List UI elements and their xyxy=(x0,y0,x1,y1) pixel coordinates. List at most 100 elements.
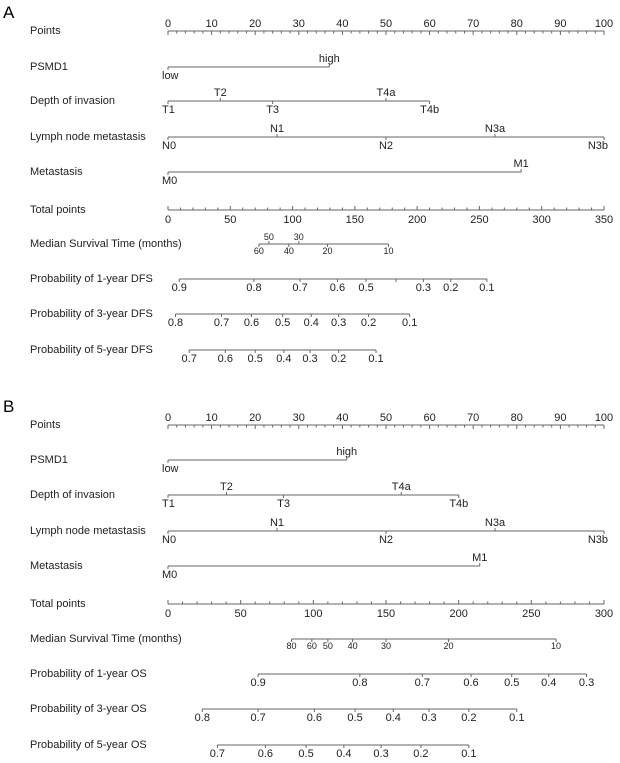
row-label: Metastasis xyxy=(30,166,83,178)
level-label: T4a xyxy=(377,87,397,99)
scale-label: 0.4 xyxy=(386,712,401,724)
row-label: Total points xyxy=(30,204,86,216)
nomogram-row-points: Points 0 10 20 30 40 50 60 70 80 90 100 xyxy=(30,18,613,37)
tick-label: 50 xyxy=(224,214,236,226)
level-label: N3b xyxy=(588,140,608,152)
tick-label: 90 xyxy=(554,18,566,30)
tick-label: 50 xyxy=(380,18,392,30)
scale-label: 0.9 xyxy=(250,677,265,689)
tick-label: 100 xyxy=(595,18,613,30)
scale-label: 0.4 xyxy=(336,748,351,760)
scale-label: 40 xyxy=(348,641,358,651)
scale-label: 0.8 xyxy=(352,677,367,689)
scale-label: 0.7 xyxy=(250,712,265,724)
scale-label: 40 xyxy=(284,246,294,256)
scale-label: 20 xyxy=(443,641,453,651)
level-label: N3a xyxy=(485,123,506,135)
row-label: Probability of 1-year DFS xyxy=(30,273,153,285)
scale-label: 0.7 xyxy=(210,748,225,760)
level-label: low xyxy=(162,463,179,475)
row-label: Probability of 5-year OS xyxy=(30,739,147,751)
level-label: M1 xyxy=(472,552,487,564)
tick-label: 70 xyxy=(467,18,479,30)
tick-label: 80 xyxy=(511,412,523,424)
row-label: Median Survival Time (months) xyxy=(30,633,182,645)
nomogram-row-probability-of-1-year-os: Probability of 1-year OS 0.9 0.8 0.7 0.6 0.5 0… xyxy=(30,668,594,689)
scale-label: 0.8 xyxy=(246,282,261,294)
scale-label: 0.1 xyxy=(402,317,417,329)
scale-label: 0.7 xyxy=(182,353,197,365)
nomogram-row-depth-of-invasion: Depth of invasion T1 T2 T3 T4a T4b xyxy=(30,87,439,116)
scale-label: 0.8 xyxy=(195,712,210,724)
nomogram-row-metastasis: Metastasis M0 M1 xyxy=(30,552,487,581)
level-label: M1 xyxy=(514,158,529,170)
tick-label: 300 xyxy=(595,608,613,620)
scale-label: 0.6 xyxy=(258,748,273,760)
tick-label: 150 xyxy=(346,214,364,226)
level-label: high xyxy=(336,446,357,458)
level-label: N3b xyxy=(588,534,608,546)
nomogram-row-lymph-node-metastasis: Lymph node metastasis N0 N1 N2 N3a N3b xyxy=(30,517,608,546)
scale-label: 20 xyxy=(322,246,332,256)
scale-label: 50 xyxy=(264,232,274,242)
nomogram-row-psmd1: PSMD1 low high xyxy=(30,53,340,82)
scale-label: 0.5 xyxy=(248,353,263,365)
tick-label: 100 xyxy=(595,412,613,424)
nomogram-row-probability-of-5-year-os: Probability of 5-year OS 0.7 0.6 0.5 0.4 0.3 0… xyxy=(30,739,476,760)
scale-label: 0.1 xyxy=(368,353,383,365)
scale-label: 0.2 xyxy=(443,282,458,294)
scale-label: 0.6 xyxy=(307,712,322,724)
nomogram-row-total-points: Total points 0 50 100 150 200 250 300 350 xyxy=(30,204,613,226)
scale-label: 0.3 xyxy=(416,282,431,294)
tick-label: 20 xyxy=(249,412,261,424)
nomogram-row-psmd1: PSMD1 low high xyxy=(30,446,357,475)
level-label: T3 xyxy=(266,104,279,116)
scale-label: 0.5 xyxy=(347,712,362,724)
nomogram-row-metastasis: Metastasis M0 M1 xyxy=(30,158,529,187)
scale-label: 0.6 xyxy=(330,282,345,294)
scale-label: 0.2 xyxy=(331,353,346,365)
row-label: Median Survival Time (months) xyxy=(30,238,182,250)
scale-label: 0.2 xyxy=(361,317,376,329)
tick-label: 90 xyxy=(554,412,566,424)
scale-label: 0.3 xyxy=(373,748,388,760)
tick-label: 0 xyxy=(165,214,171,226)
scale-label: 0.9 xyxy=(172,282,187,294)
level-label: N0 xyxy=(162,534,176,546)
tick-label: 10 xyxy=(205,18,217,30)
level-label: N2 xyxy=(379,534,393,546)
tick-label: 200 xyxy=(449,608,467,620)
scale-label: 0.2 xyxy=(461,712,476,724)
tick-label: 350 xyxy=(595,214,613,226)
level-label: T4b xyxy=(449,498,468,510)
level-label: high xyxy=(319,53,340,65)
panel-letter: A xyxy=(3,3,15,22)
scale-label: 0.5 xyxy=(504,677,519,689)
scale-label: 0.6 xyxy=(463,677,478,689)
level-label: N0 xyxy=(162,140,176,152)
scale-label: 30 xyxy=(381,641,391,651)
row-label: Probability of 3-year OS xyxy=(30,703,147,715)
tick-label: 30 xyxy=(293,18,305,30)
tick-label: 50 xyxy=(235,608,247,620)
scale-label: 0.5 xyxy=(298,748,313,760)
row-label: Depth of invasion xyxy=(30,489,115,501)
scale-label: 0.4 xyxy=(304,317,319,329)
tick-label: 40 xyxy=(336,18,348,30)
tick-label: 60 xyxy=(423,18,435,30)
tick-label: 50 xyxy=(380,412,392,424)
tick-label: 250 xyxy=(522,608,540,620)
row-label: Metastasis xyxy=(30,560,83,572)
row-label: Probability of 1-year OS xyxy=(30,668,147,680)
level-label: N1 xyxy=(270,123,284,135)
nomogram-row-total-points: Total points 0 50 100 150 200 250 300 xyxy=(30,598,613,620)
row-label: Depth of invasion xyxy=(30,95,115,107)
level-label: T2 xyxy=(214,87,227,99)
row-label: Probability of 3-year DFS xyxy=(30,308,153,320)
scale-label: 0.4 xyxy=(541,677,556,689)
row-label: PSMD1 xyxy=(30,61,68,73)
nomogram-row-probability-of-3-year-os: Probability of 3-year OS 0.8 0.7 0.6 0.5 0.4 0… xyxy=(30,703,524,724)
